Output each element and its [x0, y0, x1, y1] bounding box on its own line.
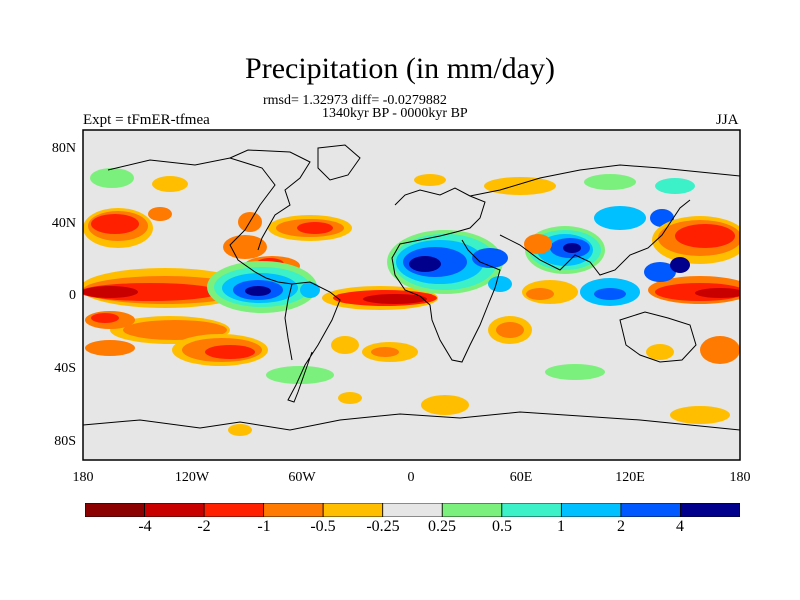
colorbar-box	[203, 503, 265, 517]
rmsd-diff-stats: rmsd= 1.32973 diff= -0.0279882	[263, 93, 447, 108]
colorbar-box	[441, 503, 503, 517]
y-tick-label: 80S	[54, 434, 76, 449]
colorbar-box	[620, 503, 681, 517]
map-title: Precipitation (in mm/day)	[245, 52, 555, 85]
y-tick-label: 40N	[51, 216, 76, 231]
colorbar-label: -1	[257, 518, 271, 535]
coastlines	[83, 144, 740, 431]
colorbar-label: -4	[138, 518, 152, 535]
x-tick-label: 180	[72, 470, 94, 485]
colorbar-label: -0.25	[366, 518, 400, 535]
colorbar-label: 4	[676, 518, 684, 535]
x-tick-label: 0	[407, 470, 415, 485]
colorbar-box	[501, 503, 562, 517]
y-tick-label: 80N	[51, 141, 76, 156]
y-tick-label: 40S	[54, 361, 76, 376]
y-tick-label: 0	[69, 288, 76, 303]
x-tick-label: 60E	[509, 470, 533, 485]
colorbar-box	[560, 503, 622, 517]
colorbar-label: -0.5	[310, 518, 336, 535]
x-tick-label: 60W	[288, 470, 316, 485]
period-label: 1340kyr BP - 0000kyr BP	[322, 106, 468, 121]
colorbar-box	[322, 503, 384, 517]
precipitation-anomaly-fields	[83, 168, 740, 436]
map-frame	[82, 129, 741, 461]
colorbar-label: 0.5	[492, 518, 512, 535]
experiment-label: Expt = tFmER-tfmea	[83, 112, 210, 128]
colorbar-label: 0.25	[428, 518, 456, 535]
colorbar-box	[680, 503, 740, 517]
colorbar-box	[263, 503, 324, 517]
colorbar	[85, 503, 740, 517]
colorbar-label: -2	[197, 518, 211, 535]
x-tick-label: 120E	[615, 470, 645, 485]
colorbar-box	[85, 503, 145, 517]
x-tick-label: 180	[729, 470, 751, 485]
season-label: JJA	[716, 112, 739, 128]
colorbar-box	[382, 503, 443, 517]
colorbar-box	[144, 503, 205, 517]
colorbar-label: 1	[557, 518, 565, 535]
colorbar-label: 2	[617, 518, 625, 535]
x-tick-label: 120W	[174, 470, 210, 485]
